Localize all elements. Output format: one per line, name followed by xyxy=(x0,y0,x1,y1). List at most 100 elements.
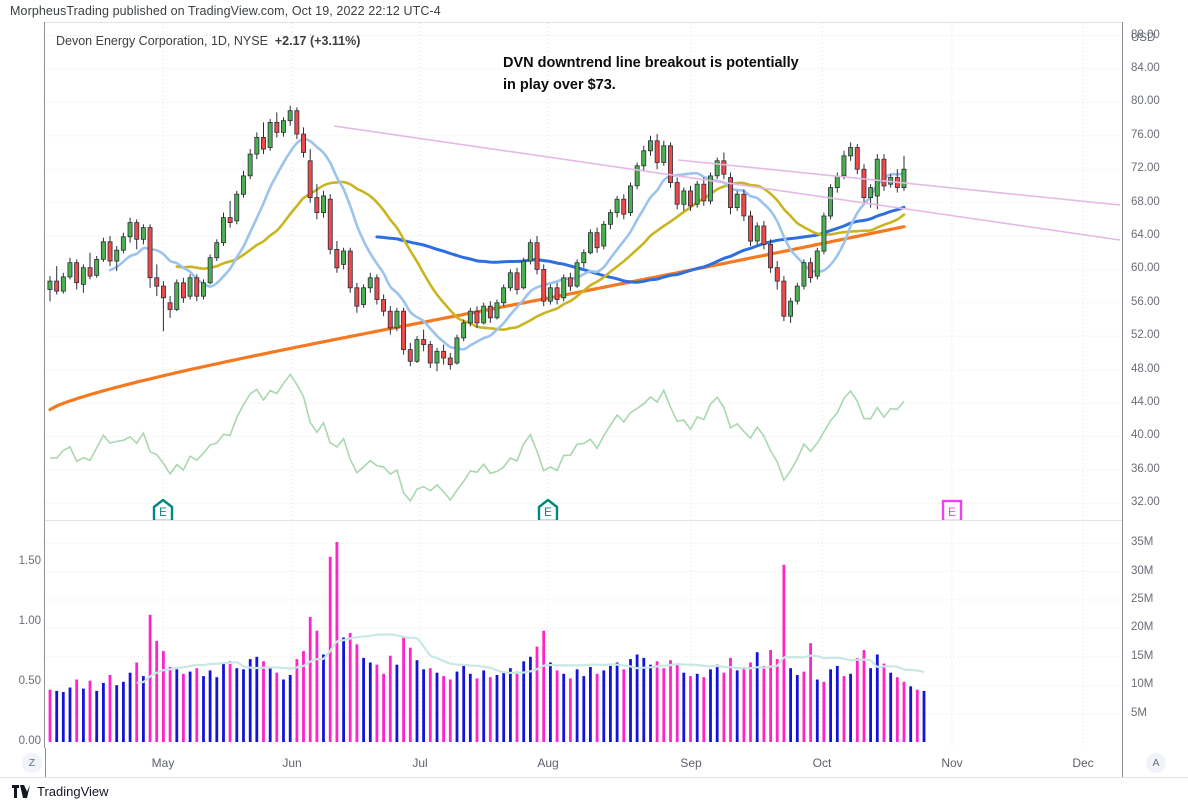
volume-bar xyxy=(135,662,139,742)
volume-bar xyxy=(95,690,99,742)
time-axis-tick: Nov xyxy=(941,756,963,770)
candle-body xyxy=(314,197,320,214)
candle-body xyxy=(688,190,693,207)
volume-bar xyxy=(68,687,72,742)
candle-body xyxy=(274,122,280,133)
candle-body xyxy=(861,168,867,198)
candle-body xyxy=(267,122,273,148)
volume-bar xyxy=(168,667,172,742)
earnings-marker-label: E xyxy=(948,507,956,519)
volume-bar xyxy=(362,657,365,742)
price-axis-tick: 80.00 xyxy=(1131,95,1160,108)
auto-scale-button[interactable]: A xyxy=(1146,753,1166,773)
volume-bar xyxy=(428,668,432,742)
candle-body xyxy=(114,249,120,262)
candle-body xyxy=(334,248,340,269)
candle-body xyxy=(120,236,126,251)
volume-bar xyxy=(542,630,546,742)
volume-bar xyxy=(475,678,479,742)
candle-body xyxy=(280,120,286,133)
trendline-secondary-downtrend xyxy=(677,159,1121,206)
volume-bar xyxy=(415,660,419,742)
volume-bar xyxy=(248,659,252,742)
price-axis-tick: 56.00 xyxy=(1131,295,1160,308)
volume-bar xyxy=(635,654,639,742)
time-axis-tick: Jun xyxy=(282,756,302,770)
time-axis-tick: Dec xyxy=(1072,756,1094,770)
volume-bar xyxy=(275,672,279,742)
volume-bar xyxy=(302,651,305,742)
zoom-out-button[interactable]: Z xyxy=(22,753,42,773)
candle-body xyxy=(654,140,660,163)
candle-body xyxy=(634,165,640,187)
candle-body xyxy=(648,140,653,152)
candle-body xyxy=(374,277,380,300)
candle-body xyxy=(354,287,360,307)
volume-bar xyxy=(522,661,526,742)
price-axis-tick: 60.00 xyxy=(1131,262,1160,275)
candle-body xyxy=(821,215,827,252)
candle-body xyxy=(187,277,193,297)
candle-body xyxy=(401,310,406,351)
candle-body xyxy=(774,267,780,282)
annotation-line-2: in play over $73. xyxy=(503,77,616,93)
candle-body xyxy=(641,150,647,167)
annotation-line-1: DVN downtrend line breakout is potential… xyxy=(503,55,799,71)
candle-body xyxy=(167,302,173,310)
volume-bar xyxy=(75,679,79,742)
candle-body xyxy=(614,198,620,213)
volume-axis-tick-left: 1.50 xyxy=(18,554,41,567)
price-axis-tick: 72.00 xyxy=(1131,162,1160,175)
volume-bar xyxy=(742,667,746,742)
volume-bar xyxy=(502,672,506,742)
volume-bar xyxy=(48,689,52,742)
candle-body xyxy=(768,243,773,269)
right-price-axis[interactable] xyxy=(1122,22,1188,748)
candle-body xyxy=(361,287,366,305)
volume-bar xyxy=(802,671,806,742)
candle-body xyxy=(60,276,66,292)
volume-bar xyxy=(342,637,345,742)
candle-body xyxy=(761,225,767,245)
candle-body xyxy=(734,193,740,208)
volume-pane[interactable] xyxy=(46,522,1122,748)
price-axis-tick: 64.00 xyxy=(1131,229,1160,241)
volume-bar xyxy=(749,662,752,742)
candle-body xyxy=(481,305,487,324)
volume-bar xyxy=(709,669,712,742)
volume-axis-tick-left: 0.00 xyxy=(18,735,41,747)
legend-symbol: Devon Energy Corporation, 1D, NYSE xyxy=(56,34,268,48)
price-axis-tick: 40.00 xyxy=(1131,429,1160,442)
price-axis-tick: 32.00 xyxy=(1131,496,1160,509)
time-axis-tick: May xyxy=(151,756,175,770)
candle-body xyxy=(394,310,400,329)
ma-20-line xyxy=(175,180,906,331)
volume-bar xyxy=(695,673,699,742)
volume-bar xyxy=(515,671,519,742)
candle-body xyxy=(721,160,727,175)
volume-bar xyxy=(435,672,439,742)
footer-brand: TradingView xyxy=(12,784,109,799)
volume-bar xyxy=(815,679,819,742)
volume-bar xyxy=(669,660,672,742)
candle-body xyxy=(387,310,393,329)
time-axis[interactable]: May Jun Jul Aug Sep Oct Nov Dec xyxy=(0,748,1188,778)
volume-bar xyxy=(202,676,205,742)
volume-bar xyxy=(682,672,686,742)
volume-bar xyxy=(822,681,826,742)
candle-body xyxy=(161,285,166,299)
time-axis-tick: Oct xyxy=(812,756,832,770)
volume-bar xyxy=(82,688,85,742)
volume-bar xyxy=(875,654,879,742)
price-axis-tick: 44.00 xyxy=(1131,396,1160,409)
candle-body xyxy=(347,250,353,289)
candle-body xyxy=(868,187,874,199)
time-axis-tick: Jul xyxy=(412,756,428,770)
volume-bar xyxy=(562,673,566,742)
volume-bar xyxy=(755,652,759,742)
candle-body xyxy=(901,168,907,188)
volume-bar xyxy=(148,614,152,742)
volume-chart-svg xyxy=(46,522,1122,748)
candle-body xyxy=(454,337,460,364)
